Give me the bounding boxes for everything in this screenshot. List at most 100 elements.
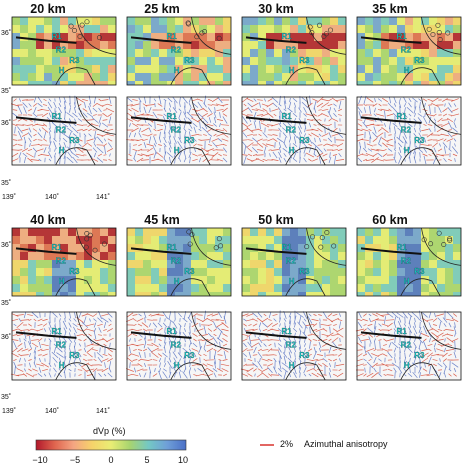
velocity-cell: [191, 41, 199, 49]
anisotropy-bar: [258, 328, 262, 332]
velocity-cell: [44, 236, 52, 244]
anisotropy-bar: [446, 138, 454, 142]
velocity-cell: [357, 33, 365, 41]
anisotropy-bar: [333, 113, 337, 117]
anisotropy-bar: [98, 327, 102, 333]
anisotropy-bar: [372, 313, 378, 317]
anisotropy-bar: [316, 102, 324, 108]
anisotropy-bar: [26, 99, 34, 101]
anisotropy-bar: [103, 138, 107, 142]
velocity-cell: [127, 228, 135, 236]
anisotropy-bar: [213, 123, 217, 127]
velocity-cell: [266, 49, 274, 57]
velocity-cell: [274, 260, 282, 268]
zone-label: R2: [171, 45, 182, 54]
anisotropy-bar: [133, 318, 137, 322]
velocity-cell: [242, 17, 250, 25]
anisotropy-bar: [313, 351, 317, 359]
velocity-cell: [421, 244, 429, 252]
colorbar: [35, 439, 187, 451]
anisotropy-bar: [448, 148, 452, 152]
anisotropy-bar: [307, 136, 313, 144]
anisotropy-bar: [49, 347, 51, 353]
anisotropy-bar: [189, 352, 191, 358]
anisotropy-bar: [184, 337, 186, 343]
anisotropy-bar: [412, 371, 418, 379]
velocity-cell: [314, 41, 322, 49]
anisotropy-bar: [223, 373, 227, 377]
anisotropy-bar: [37, 139, 43, 141]
anisotropy-bar: [451, 317, 459, 323]
velocity-cell: [135, 41, 143, 49]
velocity-cell: [330, 49, 338, 57]
anisotropy-bar: [398, 131, 402, 139]
velocity-cell: [12, 25, 20, 33]
anisotropy-bar: [373, 126, 377, 134]
anisotropy-bar: [97, 323, 103, 327]
anisotropy-bar: [404, 337, 406, 343]
velocity-cell: [453, 244, 461, 252]
anisotropy-bar: [144, 352, 146, 358]
anisotropy-bar: [145, 104, 155, 106]
anisotropy-bar: [257, 336, 263, 344]
velocity-cell: [373, 236, 381, 244]
anisotropy-bar: [335, 363, 345, 367]
anisotropy-bar: [418, 326, 422, 334]
velocity-cell: [421, 41, 429, 49]
velocity-cell: [405, 17, 413, 25]
anisotropy-bar: [391, 341, 399, 349]
anisotropy-bar: [309, 326, 311, 334]
velocity-cell: [373, 49, 381, 57]
anisotropy-bar: [420, 143, 430, 147]
zone-label: R1: [167, 32, 178, 41]
velocity-cell: [60, 252, 68, 260]
anisotropy-bar: [37, 318, 43, 322]
anisotropy-bar: [168, 371, 172, 379]
velocity-cell: [290, 57, 298, 65]
velocity-cell: [250, 81, 258, 85]
anisotropy-bar: [408, 337, 412, 343]
velocity-cell: [373, 81, 381, 85]
anisotropy-bar: [383, 316, 387, 324]
velocity-cell: [421, 49, 429, 57]
velocity-cell: [365, 228, 373, 236]
anisotropy-bar: [278, 151, 282, 159]
coastline: [55, 311, 117, 381]
anisotropy-bar: [22, 118, 28, 122]
anisotropy-bar: [107, 312, 113, 318]
anisotropy-bar: [246, 98, 254, 102]
velocity-cell: [151, 252, 159, 260]
velocity-cell: [223, 73, 231, 81]
velocity-cell: [413, 65, 421, 73]
velocity-cell: [413, 33, 421, 41]
velocity-cell: [306, 228, 314, 236]
anisotropy-bar: [406, 106, 414, 114]
anisotropy-bar: [126, 368, 134, 372]
velocity-cell: [143, 260, 151, 268]
anisotropy-bar: [62, 320, 68, 330]
velocity-cell: [84, 252, 92, 260]
anisotropy-bar: [73, 106, 77, 114]
velocity-cell: [100, 65, 108, 73]
anisotropy-bar: [17, 149, 23, 151]
anisotropy-bar: [191, 348, 199, 352]
velocity-cell: [405, 41, 413, 49]
velocity-cell: [223, 260, 231, 268]
station-marker: [309, 30, 315, 36]
anisotropy-bar: [200, 139, 210, 141]
velocity-cell: [381, 252, 389, 260]
velocity-cell: [298, 81, 306, 85]
velocity-cell: [389, 81, 397, 85]
anisotropy-bar: [418, 132, 422, 138]
velocity-cell: [242, 292, 250, 296]
anisotropy-bar: [63, 151, 67, 159]
velocity-cell: [338, 49, 346, 57]
anisotropy-bar: [448, 353, 452, 357]
velocity-cell: [12, 73, 20, 81]
velocity-cell: [44, 33, 52, 41]
anisotropy-bar: [215, 318, 225, 322]
anisotropy-bar: [177, 352, 183, 358]
velocity-cell: [60, 57, 68, 65]
velocity-cell: [421, 236, 429, 244]
latitude-label: 35˚: [1, 300, 12, 307]
